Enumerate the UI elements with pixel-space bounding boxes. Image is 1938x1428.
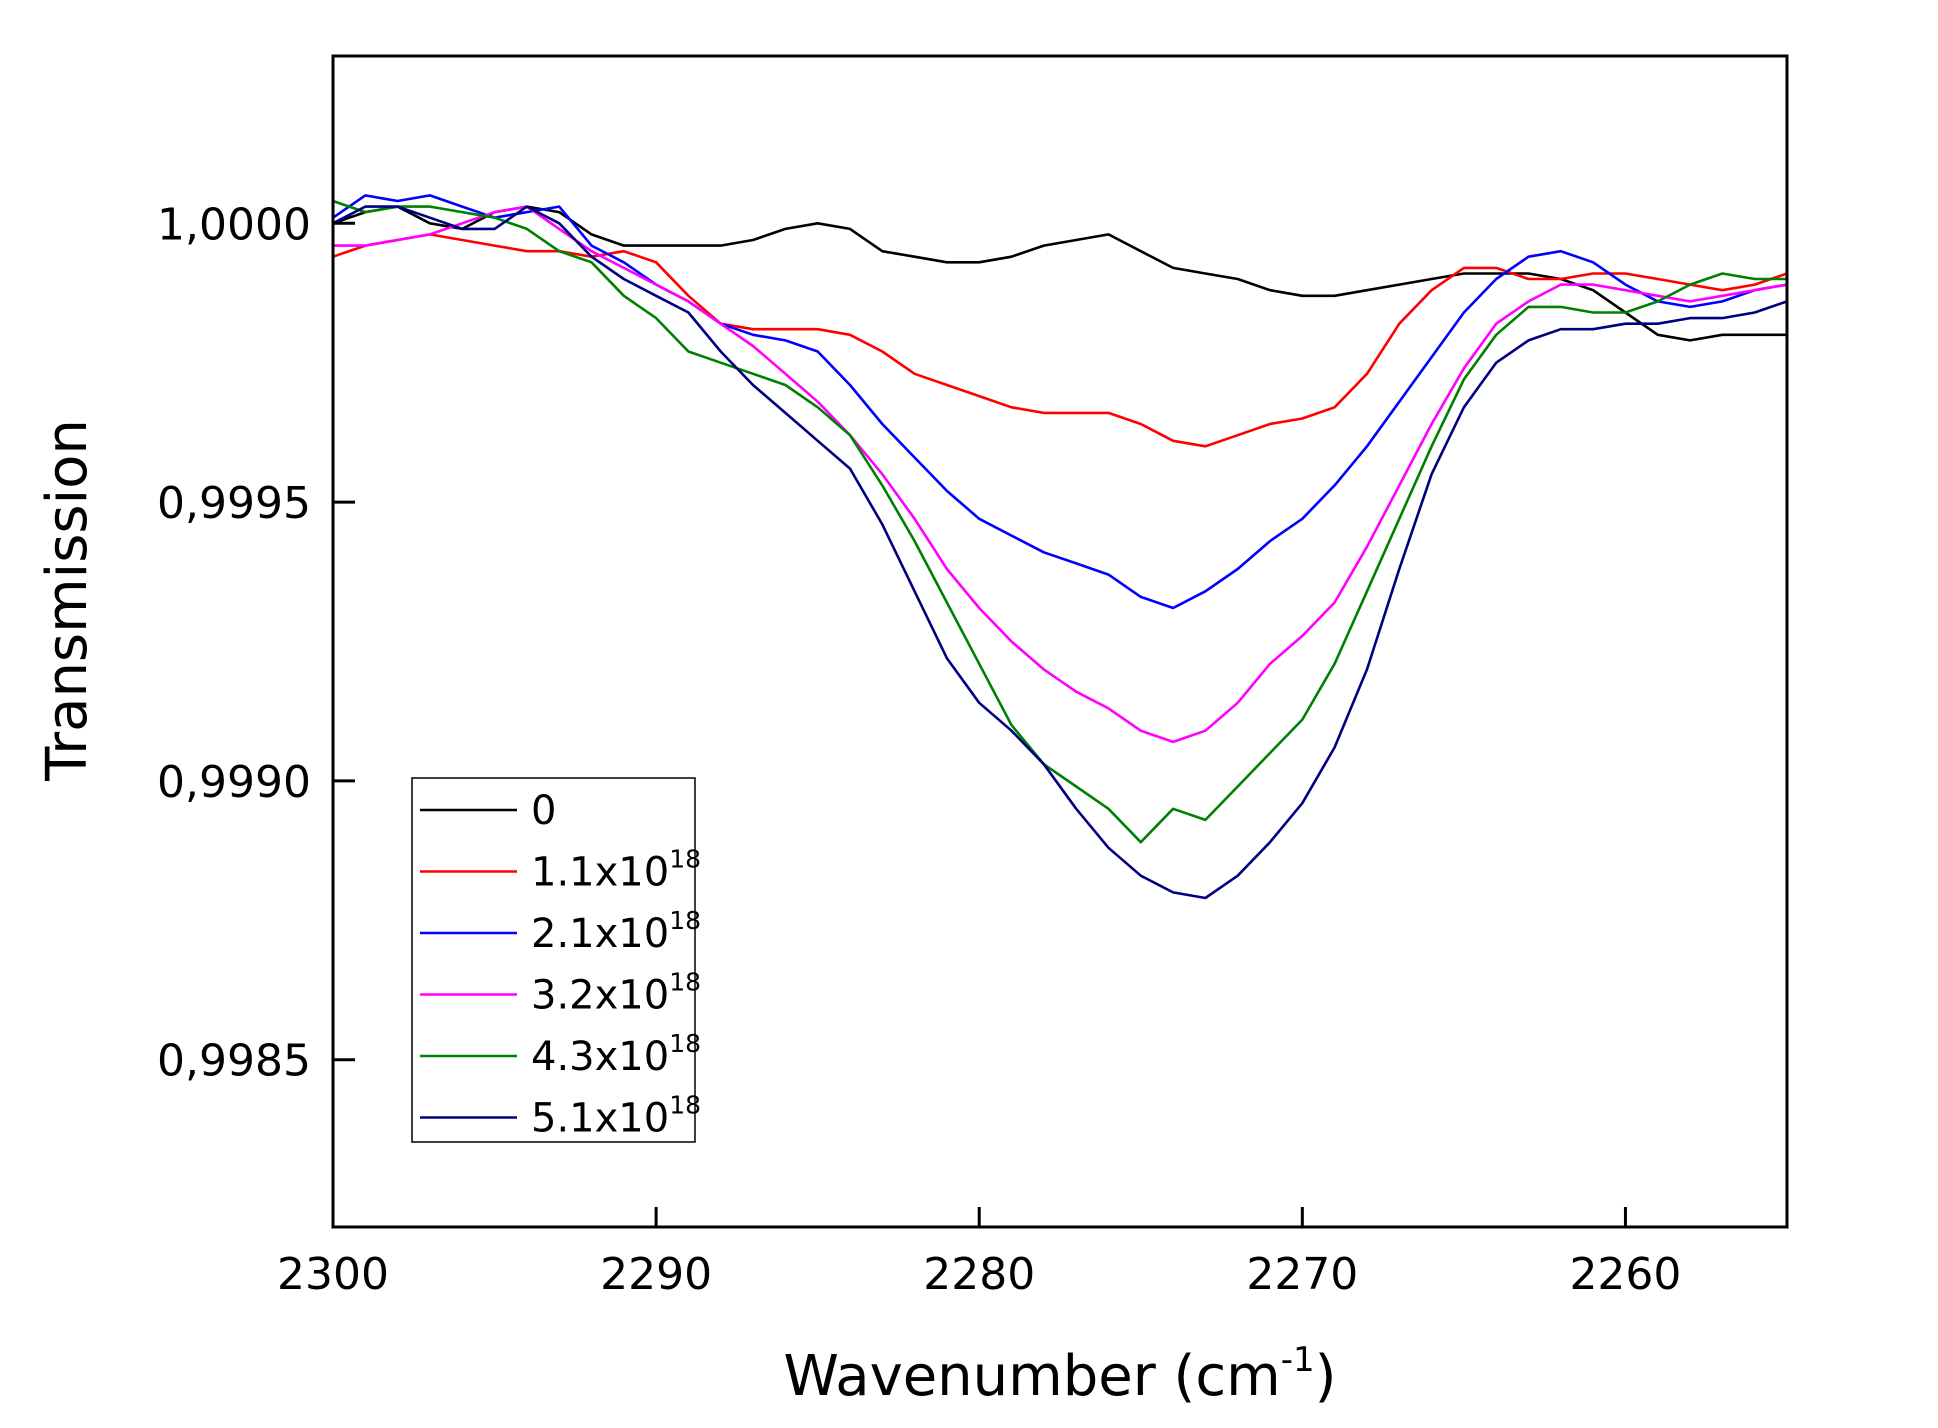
x-tick-label-3: 2270 [1246,1249,1358,1300]
x-axis-label: Wavenumber (cm-1) [783,1340,1336,1409]
series-line-5 [331,205,1789,900]
series-line-1 [331,233,1789,448]
series-line-0 [331,205,1789,342]
legend-label-3: 3.2x1018 [531,968,701,1019]
y-axis-label: Transmission [35,419,100,782]
legend: 0 1.1x1018 2.1x1018 3.2x1018 4.3x1018 5.1x101… [411,777,701,1143]
series-line-2 [331,194,1789,610]
x-tick-label-2: 2280 [923,1249,1035,1300]
x-tick-label-4: 2260 [1569,1249,1681,1300]
legend-label-0: 0 [531,788,556,834]
series-line-3 [331,205,1789,744]
series-line-4 [331,199,1789,844]
legend-label-1: 1.1x1018 [531,845,701,896]
y-tick-label-2: 0,9990 [157,757,311,808]
legend-label-2: 2.1x1018 [531,906,701,957]
x-tick-label-0: 2300 [277,1249,389,1300]
x-axis-label-sup: -1 [1281,1340,1315,1380]
series-layer [331,194,1789,900]
x-tick-label-1: 2290 [600,1249,712,1300]
y-axis-ticks: 1,0000 0,9995 0,9990 0,9985 [157,199,355,1087]
legend-items: 0 1.1x1018 2.1x1018 3.2x1018 4.3x1018 5.1x101… [420,788,701,1142]
legend-label-5: 5.1x1018 [531,1091,701,1142]
legend-box [411,777,696,1143]
y-tick-label-1: 0,9995 [157,478,311,529]
y-tick-label-0: 1,0000 [157,199,311,250]
y-tick-label-3: 0,9985 [157,1036,311,1087]
x-axis-ticks: 2300 2290 2280 2270 2260 [277,1207,1681,1300]
x-axis-label-close: ) [1315,1344,1337,1409]
x-axis-label-main: Wavenumber (cm [783,1344,1280,1409]
plot-frame [331,54,1789,1229]
legend-label-4: 4.3x1018 [531,1029,701,1080]
